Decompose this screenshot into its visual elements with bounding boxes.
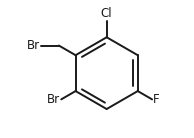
Text: Br: Br: [47, 93, 60, 106]
Text: Br: Br: [27, 39, 40, 52]
Text: F: F: [153, 93, 159, 106]
Text: Cl: Cl: [101, 7, 113, 20]
